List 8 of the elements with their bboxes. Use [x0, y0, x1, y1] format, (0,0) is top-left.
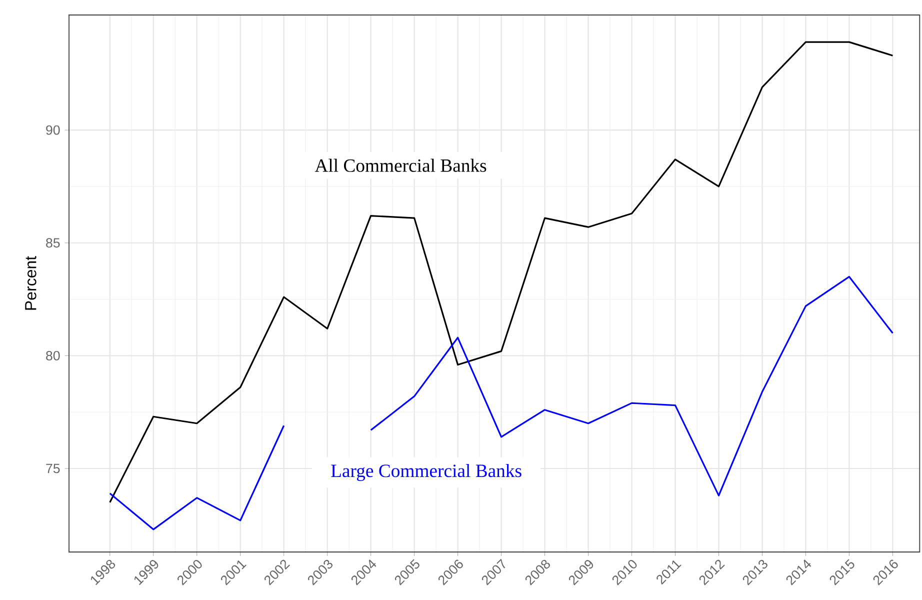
- text: All Commercial Banks: [314, 158, 486, 172]
- y-axis-title: Percent: [25, 256, 36, 310]
- y-tick-label: 85: [46, 238, 60, 248]
- y-tick-label: 80: [46, 350, 60, 360]
- y-tick-label: 90: [46, 125, 60, 135]
- line-series: [109, 41, 894, 504]
- y-tick-label: 75: [46, 464, 60, 474]
- series-label: Large Commercial Banks: [331, 464, 522, 482]
